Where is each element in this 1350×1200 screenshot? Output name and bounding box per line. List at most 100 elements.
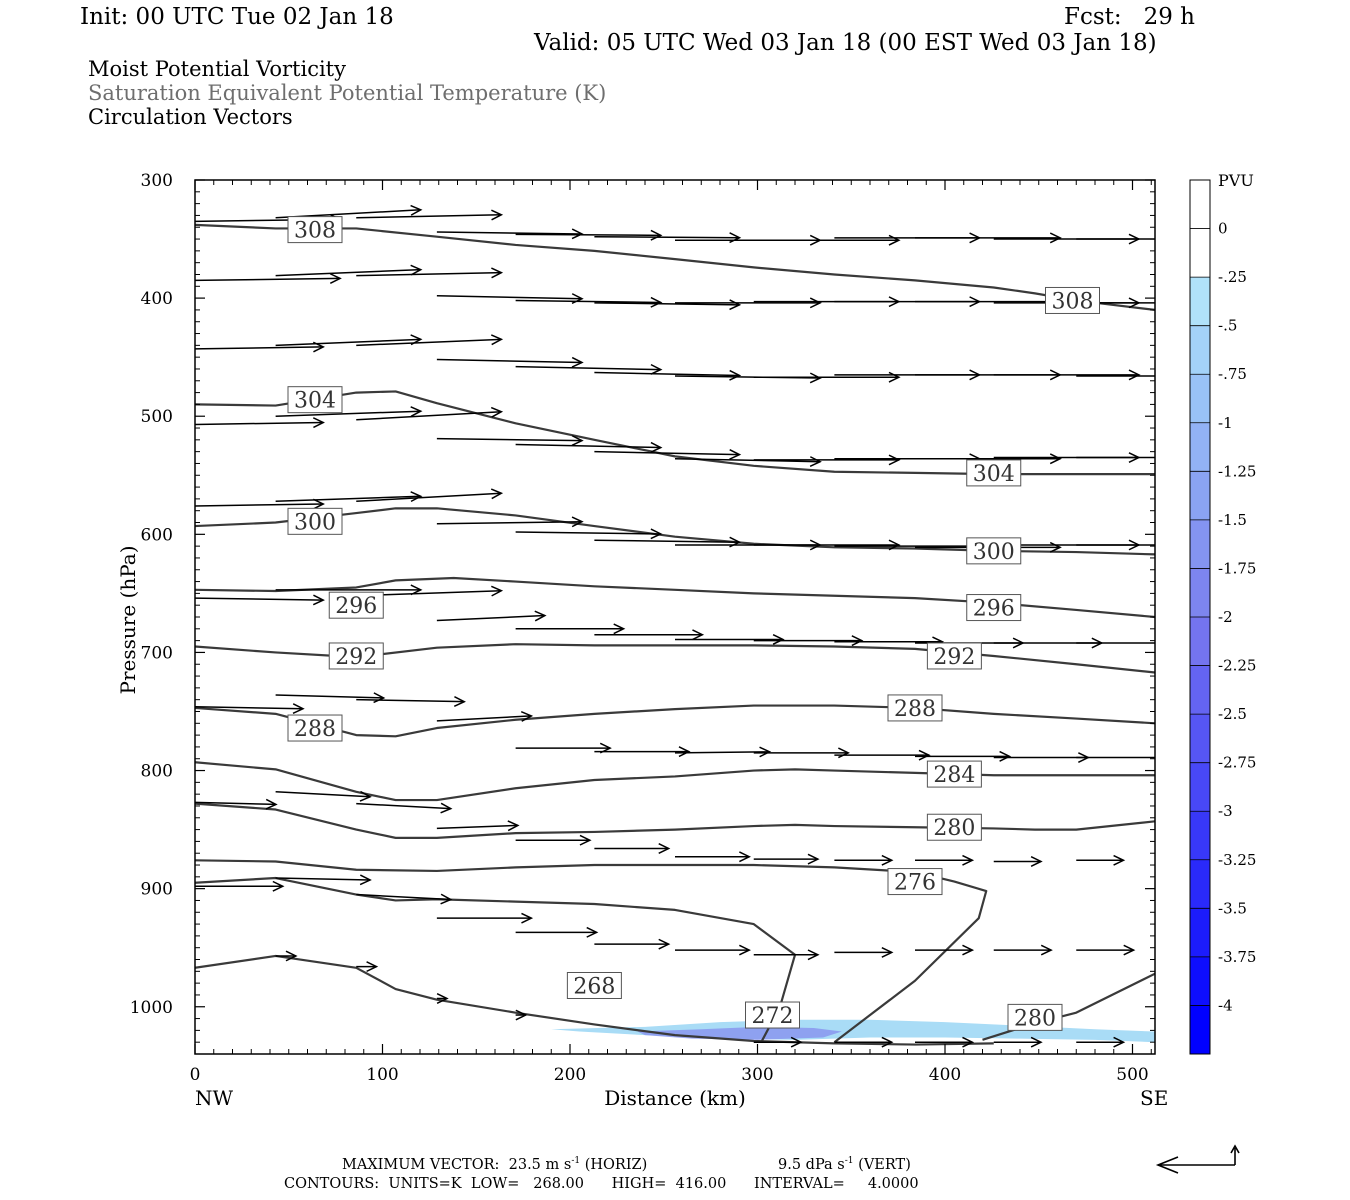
contour-label-text: 272 xyxy=(752,1004,794,1029)
colorbar-tick-label: -2.25 xyxy=(1218,657,1256,675)
circulation-vector xyxy=(515,528,663,540)
circulation-vector xyxy=(275,491,423,503)
contour-label: 308 xyxy=(1045,286,1100,314)
theta-es-contour-284 xyxy=(195,761,1155,802)
circulation-vector xyxy=(993,369,1141,381)
circulation-vector xyxy=(915,1036,975,1048)
circulation-vector xyxy=(915,854,975,866)
circulation-vector xyxy=(356,802,453,814)
colorbar-tick-label: -2.75 xyxy=(1218,754,1256,772)
colorbar-tick-label: -1 xyxy=(1218,414,1233,432)
circulation-vector xyxy=(515,1009,528,1021)
contour-label-text: 284 xyxy=(933,763,975,788)
circulation-vector xyxy=(356,267,504,279)
circulation-vector xyxy=(594,746,691,758)
colorbar-segment xyxy=(1190,277,1210,327)
circulation-vector xyxy=(275,874,372,886)
colorbar-segment xyxy=(1190,180,1210,230)
circulation-vector xyxy=(594,369,742,381)
circulation-vector xyxy=(993,944,1053,956)
colorbar-segment xyxy=(1190,762,1210,812)
circulation-vector xyxy=(436,912,534,924)
contour-label: 280 xyxy=(1007,1003,1063,1031)
circulation-vector xyxy=(753,234,901,246)
circulation-vector xyxy=(195,703,305,715)
title-theta-es: Saturation Equivalent Potential Temperat… xyxy=(88,81,607,105)
y-tick-label: 400 xyxy=(141,289,173,309)
contour-label: 280 xyxy=(926,813,982,841)
theta-es-contour-276 xyxy=(195,859,988,1044)
colorbar-tick-label: -.5 xyxy=(1218,317,1237,335)
colorbar-tick-label: -1.75 xyxy=(1218,559,1256,577)
y-tick-label: 1000 xyxy=(130,998,173,1018)
circulation-vector xyxy=(515,296,663,308)
circulation-vector xyxy=(515,229,663,241)
colorbar-segment xyxy=(1190,568,1210,618)
circulation-vector xyxy=(356,961,379,973)
circulation-vector xyxy=(436,993,449,1004)
contour-label: 284 xyxy=(926,760,982,788)
colorbar-tick-label: -3.25 xyxy=(1218,851,1256,869)
circulation-vector xyxy=(515,926,599,938)
circulation-vector xyxy=(1076,456,1155,459)
circulation-vector xyxy=(356,893,453,905)
circulation-vector xyxy=(356,334,504,347)
circulation-vector xyxy=(675,851,751,863)
circulation-vector xyxy=(834,946,894,958)
circulation-vector xyxy=(915,750,1012,762)
colorbar-segment xyxy=(1190,519,1210,569)
circulation-vector xyxy=(753,853,820,865)
circulation-vector xyxy=(275,692,386,704)
circulation-vector xyxy=(915,453,1062,465)
init-time-label: Init: 00 UTC Tue 02 Jan 18 xyxy=(80,4,394,30)
circulation-vector xyxy=(753,539,901,551)
circulation-vector xyxy=(356,406,504,421)
contour-label-text: 280 xyxy=(933,816,975,841)
reference-vector xyxy=(1155,1144,1240,1174)
contour-label-text: 308 xyxy=(294,219,336,244)
circulation-vector xyxy=(753,635,864,647)
circulation-vector xyxy=(275,264,423,277)
contour-label: 272 xyxy=(745,1001,800,1029)
y-tick-label: 900 xyxy=(141,880,173,900)
circulation-vector xyxy=(753,371,901,383)
colorbar-segment xyxy=(1190,471,1210,521)
circulation-vector xyxy=(1076,238,1155,240)
circulation-vector xyxy=(275,950,298,962)
contour-label-text: 300 xyxy=(294,510,336,535)
x-tick-label: 300 xyxy=(741,1065,773,1085)
contour-label: 308 xyxy=(287,216,343,244)
circulation-vector xyxy=(1076,375,1155,377)
theta-es-contour-272 xyxy=(195,876,797,1043)
circulation-vector xyxy=(356,209,504,221)
circulation-vector xyxy=(915,296,1062,308)
contour-label-text: 296 xyxy=(973,597,1015,622)
contour-label-text: 300 xyxy=(973,540,1015,565)
colorbar-tick-label: -1.25 xyxy=(1218,462,1256,480)
contour-label: 288 xyxy=(887,694,943,722)
circulation-vector xyxy=(195,798,278,810)
forecast-hour-label: Fcst: 29 h xyxy=(1064,4,1195,30)
contour-label-text: 296 xyxy=(335,594,377,619)
contour-label: 304 xyxy=(966,459,1022,487)
circulation-vector xyxy=(436,820,520,832)
circulation-vector xyxy=(515,623,626,635)
colorbar-tick-label: -3 xyxy=(1218,802,1233,820)
contour-label: 268 xyxy=(566,971,622,999)
circulation-vector xyxy=(195,498,325,510)
colorbar-segment xyxy=(1190,422,1210,472)
circulation-vector xyxy=(594,629,705,641)
circulation-vector xyxy=(436,710,534,722)
contour-label: 276 xyxy=(887,868,943,896)
circulation-vector xyxy=(1076,756,1155,759)
contour-label: 288 xyxy=(287,714,343,742)
circulation-vector xyxy=(275,406,423,418)
contour-label: 296 xyxy=(328,591,384,619)
circulation-vector xyxy=(195,880,285,892)
circulation-vector xyxy=(436,435,584,446)
contour-label: 292 xyxy=(926,642,982,670)
circulation-vector xyxy=(675,297,822,309)
y-tick-label: 600 xyxy=(141,525,173,545)
footer-contours: CONTOURS: UNITS=K LOW= 268.00 HIGH= 416.… xyxy=(284,1176,919,1192)
colorbar-tick-label: -.75 xyxy=(1218,365,1247,383)
